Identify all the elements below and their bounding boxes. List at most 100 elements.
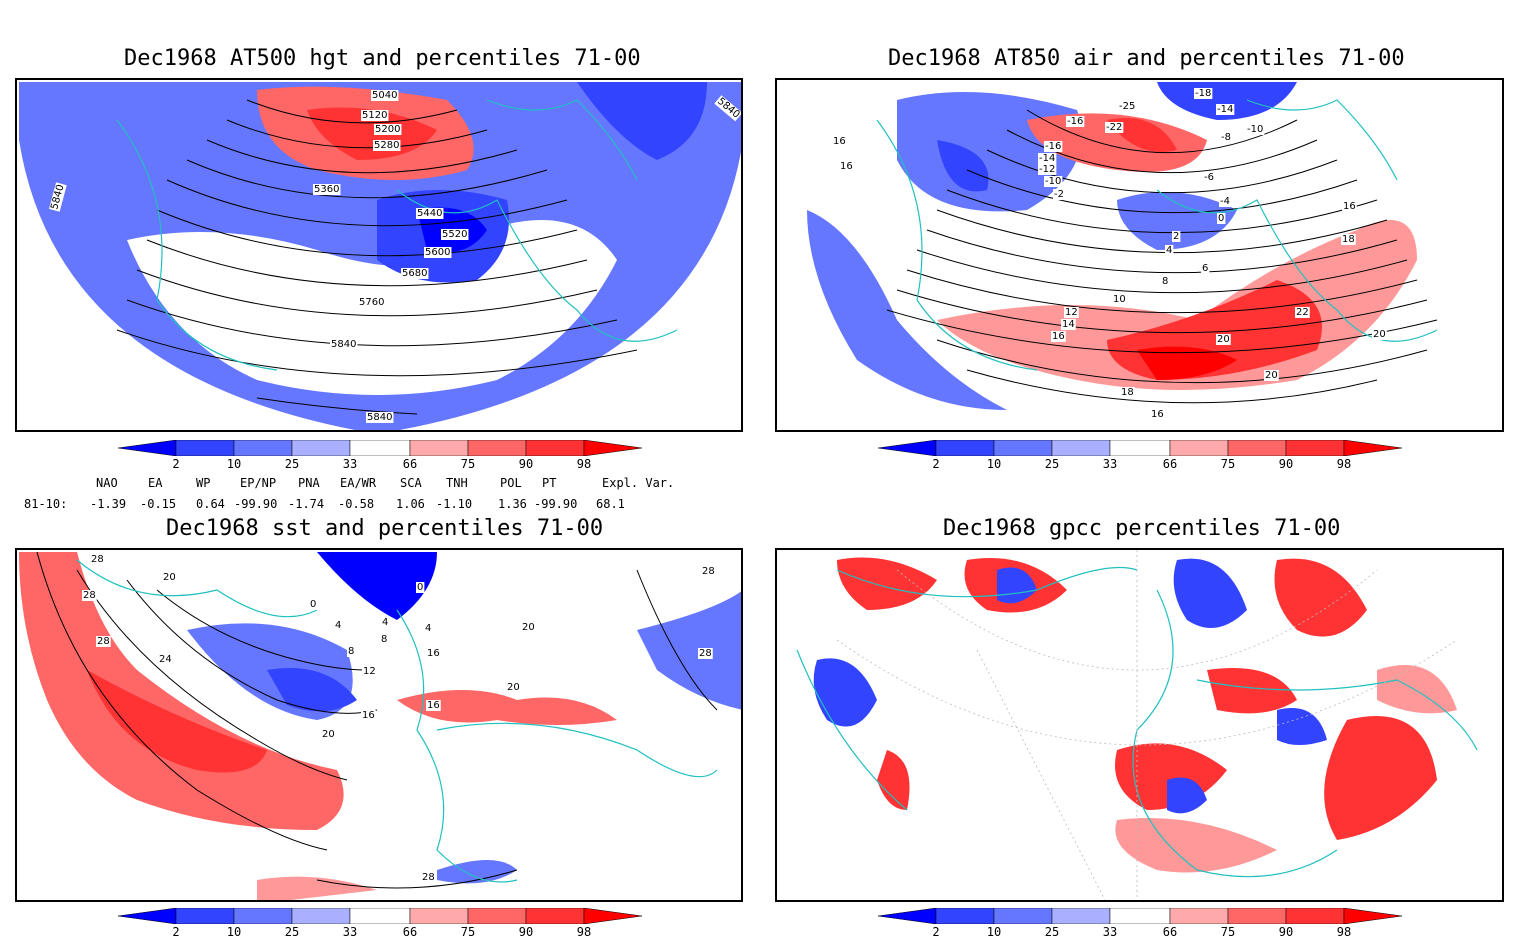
map-sst: 28 28 28 24 20 20 16 16 12 8 8 4 4 0 0 4…	[15, 548, 743, 902]
contour-label-background	[371, 90, 399, 101]
colorbar-label: 10	[226, 457, 242, 471]
sst-clabel: 20	[507, 682, 520, 693]
sst-clabel: 20	[163, 572, 176, 583]
sst-clabel: 16	[427, 700, 440, 711]
index-header: NAO	[96, 476, 118, 490]
sst-below-normal-south	[437, 860, 517, 884]
air-below-normal-core	[937, 140, 989, 192]
hgt-coastlines	[116, 99, 678, 371]
colorbar-gpcc: 2 10 25 33 66 75 90 98	[877, 907, 1403, 940]
contour-label-background	[701, 566, 716, 577]
air-clabel: 0	[1218, 213, 1224, 224]
gpcc-coastlines	[796, 566, 1478, 878]
hgt-clabel: 5760	[359, 297, 384, 308]
contour-label-background	[1044, 176, 1063, 187]
index-value: -99.90	[234, 497, 278, 511]
index-header: PT	[542, 476, 557, 490]
sst-contour-labels: 28 28 28 24 20 20 16 16 12 8 8 4 4 0 0 4…	[82, 554, 716, 883]
index-value: -1.74	[288, 497, 325, 511]
map-gpcc	[775, 548, 1504, 902]
colorbar-label: 66	[1162, 925, 1178, 939]
contour-label-background	[1112, 294, 1127, 305]
colorbar-segment	[291, 907, 351, 925]
colorbar-segment	[1343, 907, 1403, 925]
contour-label-background	[1044, 141, 1063, 152]
contour-label-background	[1038, 153, 1057, 164]
contour-label-background	[441, 229, 469, 240]
contour-label-background	[1053, 189, 1065, 200]
contour-label-background	[1216, 334, 1231, 345]
contour-label-background	[832, 136, 847, 147]
air-clabel: 8	[1162, 276, 1168, 287]
colorbar-sst: 2 10 25 33 66 75 90 98	[117, 907, 643, 940]
air-clabel: 16	[1343, 201, 1356, 212]
index-value: 1.06	[396, 497, 425, 511]
contour-label-background	[366, 412, 394, 423]
colorbar-gpcc-svg	[877, 907, 1403, 925]
air-clabel: -4	[1220, 196, 1230, 207]
hgt-clabel: 5280	[374, 140, 399, 151]
sst-above-normal-atlantic	[19, 552, 344, 830]
air-clabel: 22	[1296, 307, 1309, 318]
sst-clabel: 24	[159, 654, 172, 665]
map-hgt: 5040 5120 5200 5280 5360 5440 5520 5600 …	[15, 78, 743, 432]
index-header: SCA	[400, 476, 422, 490]
colorbar-label: 2	[172, 457, 180, 471]
contour-label-background	[1120, 387, 1135, 398]
title-hgt: Dec1968 AT500 hgt and percentiles 71-00	[124, 46, 641, 71]
contour-label-background	[421, 872, 436, 883]
contour-label-background	[426, 700, 441, 711]
contour-label-background	[347, 646, 356, 657]
colorbar-label: 33	[342, 925, 358, 939]
colorbar-segment	[583, 439, 643, 457]
air-clabel: -16	[1045, 141, 1061, 152]
colorbar-segment	[175, 439, 235, 457]
colorbar-air-svg	[877, 439, 1403, 457]
contour-label-background	[424, 247, 452, 258]
colorbar-segment	[409, 907, 469, 925]
contour-label-background	[90, 554, 105, 565]
contour-label-background	[426, 648, 441, 659]
index-header: PNA	[298, 476, 320, 490]
air-below-normal-europe	[1117, 192, 1237, 250]
contour-label-background	[1295, 307, 1310, 318]
colorbar-segment	[525, 907, 585, 925]
sst-clabel: 16	[362, 710, 375, 721]
index-row-label: 81-10:	[24, 497, 68, 511]
contour-label-background	[96, 636, 111, 647]
map-sst-svg: 28 28 28 24 20 20 16 16 12 8 8 4 4 0 0 4…	[19, 551, 741, 900]
air-clabel: 4	[1166, 245, 1172, 256]
colorbar-label: 10	[986, 925, 1002, 939]
sst-coastlines	[76, 559, 718, 883]
sst-clabel: 28	[83, 590, 96, 601]
map-air: -16 -14 -12 -10 -25 -22 -18 -16 -14 -10 …	[775, 78, 1504, 432]
contour-label-background	[839, 161, 854, 172]
hgt-clabel: 5520	[442, 229, 467, 240]
contour-label-background	[309, 599, 318, 610]
contour-label-background	[416, 582, 425, 593]
colorbar-segment	[583, 907, 643, 925]
colorbar-segment	[1051, 439, 1111, 457]
air-below-normal-pacific	[807, 210, 1007, 410]
sst-clabel: 28	[422, 872, 435, 883]
colorbar-segment	[467, 439, 527, 457]
air-below-normal-arctic	[1157, 82, 1297, 120]
colorbar-segment	[935, 439, 995, 457]
colorbar-segment	[1285, 907, 1345, 925]
contour-label-background	[1118, 101, 1137, 112]
index-value: -99.90	[534, 497, 578, 511]
contour-label-background	[381, 617, 390, 628]
sst-clabel: 0	[417, 582, 423, 593]
title-air: Dec1968 AT850 air and percentiles 71-00	[888, 46, 1405, 71]
colorbar-segment	[117, 907, 177, 925]
colorbar-segment	[1227, 907, 1287, 925]
colorbar-label: 66	[1162, 457, 1178, 471]
colorbar-label: 75	[1220, 925, 1236, 939]
colorbar-segment	[1227, 439, 1287, 457]
index-header: Expl. Var.	[602, 476, 675, 490]
sst-clabel: 8	[348, 646, 354, 657]
index-value: 0.64	[196, 497, 225, 511]
sst-below-normal-indian	[637, 591, 741, 710]
contour-label-background	[374, 124, 402, 135]
sst-clabel: 12	[363, 666, 376, 677]
